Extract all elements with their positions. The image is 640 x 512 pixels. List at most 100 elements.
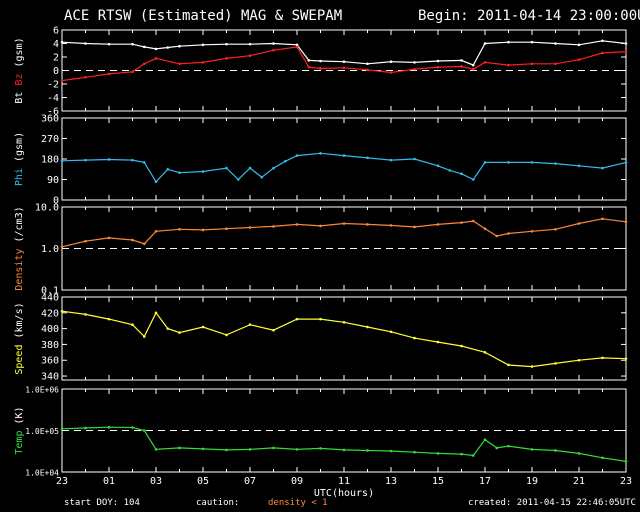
- phi-point-phi: [471, 178, 475, 181]
- mag-y-tick-label: 0: [53, 66, 59, 77]
- speed-point-speed: [154, 311, 158, 315]
- phi-point-phi: [107, 158, 111, 161]
- temp-axis-label-part: Temp: [14, 431, 25, 455]
- mag-point-bt: [307, 59, 311, 62]
- speed-point-speed: [272, 328, 275, 332]
- phi-point-phi: [448, 169, 452, 172]
- speed-point-speed: [142, 335, 146, 338]
- mag-point-bz: [142, 62, 146, 66]
- density-axis-label: Density (/cm3): [14, 206, 25, 290]
- x-tick-label: 01: [103, 476, 115, 487]
- mag-y-tick-label: -4: [47, 93, 59, 104]
- mag-point-bt: [471, 63, 475, 67]
- mag-y-tick-label: 2: [53, 53, 59, 64]
- phi-axis-label-part: Phi: [14, 168, 25, 186]
- temp-axis-label-part: (K): [14, 406, 25, 430]
- mag-point-bt: [272, 42, 275, 45]
- temp-panel: 1.0E+06 1.0E+05 1.0E+04 Temp (K): [14, 386, 628, 478]
- temp-point-temp: [201, 447, 205, 451]
- temp-point-temp: [107, 425, 111, 429]
- x-tick-label: 05: [197, 476, 209, 487]
- phi-series-phi: [61, 152, 627, 183]
- chart-title: ACE RTSW (Estimated) MAG & SWEPAM: [64, 8, 343, 24]
- phi-point-phi: [225, 166, 228, 170]
- phi-point-phi: [260, 175, 264, 179]
- density-point-density: [530, 229, 534, 233]
- density-panel: 10.0 1.0 0.1 Density (/cm3): [14, 203, 628, 297]
- mag-point-bz: [201, 61, 205, 64]
- mag-point-bt: [624, 42, 628, 45]
- phi-y-tick-label: 0: [53, 196, 59, 207]
- speed-panel: 440 420 400 380 360 340 Speed (km/s): [14, 293, 628, 383]
- mag-point-bz: [436, 65, 440, 69]
- phi-point-phi: [201, 170, 205, 173]
- phi-panel: 360 270 180 90 0 Phi (gsm): [14, 114, 628, 207]
- density-point-density: [248, 226, 252, 229]
- x-tick-label: 17: [479, 476, 491, 487]
- density-point-density: [84, 239, 87, 243]
- density-point-density: [389, 224, 393, 227]
- density-point-density: [178, 228, 181, 231]
- phi-axis-label: Phi (gsm): [14, 132, 25, 186]
- phi-point-phi: [413, 157, 416, 161]
- speed-point-speed: [436, 340, 440, 344]
- mag-y-tick-label: -2: [47, 80, 59, 91]
- speed-point-speed: [201, 325, 205, 329]
- density-point-density: [107, 236, 111, 240]
- phi-y-tick-label: 270: [41, 134, 59, 145]
- temp-point-temp: [272, 446, 275, 450]
- density-point-density: [507, 232, 510, 235]
- phi-point-phi: [483, 161, 487, 164]
- mag-point-bt: [131, 42, 134, 46]
- density-series-density: [61, 218, 627, 248]
- density-point-density: [319, 224, 322, 228]
- mag-point-bz: [84, 75, 87, 79]
- temp-point-temp: [342, 448, 346, 452]
- phi-point-phi: [248, 166, 252, 170]
- phi-point-phi: [577, 164, 581, 168]
- x-tick-label: 23: [56, 476, 68, 487]
- phi-axis-label-part: (gsm): [14, 132, 25, 168]
- density-point-density: [225, 227, 228, 230]
- speed-point-speed: [84, 313, 87, 316]
- temp-point-temp: [483, 438, 487, 442]
- x-tick-label: 15: [432, 476, 444, 487]
- temp-y-tick-label: 1.0E+06: [25, 386, 59, 395]
- speed-point-speed: [530, 365, 534, 368]
- temp-point-temp: [554, 449, 557, 452]
- temp-point-temp: [131, 426, 134, 429]
- density-point-density: [624, 220, 628, 224]
- mag-point-bz: [460, 65, 463, 68]
- density-axis-label-part: Density: [14, 249, 25, 291]
- temp-point-temp: [530, 448, 534, 451]
- mag-point-bt: [530, 40, 534, 44]
- mag-point-bz: [554, 62, 557, 66]
- density-y-tick-label: 1.0: [41, 244, 59, 255]
- mag-point-bt: [554, 42, 557, 45]
- mag-point-bt: [166, 46, 170, 49]
- mag-point-bt: [577, 43, 581, 47]
- mag-y-tick-label: 6: [53, 26, 59, 37]
- density-point-density: [495, 234, 499, 238]
- density-point-density: [577, 222, 581, 225]
- density-point-density: [436, 223, 440, 226]
- temp-point-temp: [389, 449, 393, 453]
- density-point-density: [601, 217, 604, 221]
- x-axis-label: UTC(hours): [314, 488, 374, 499]
- mag-point-bz: [530, 62, 534, 66]
- speed-axis-label-part: (km/s): [14, 302, 25, 344]
- mag-axis-label-part: Bt: [14, 92, 25, 104]
- temp-point-temp: [507, 444, 510, 448]
- x-tick-label: 21: [573, 476, 585, 487]
- mag-point-bz: [225, 57, 228, 60]
- mag-series-bz: [61, 46, 627, 82]
- x-tick-label: 13: [385, 476, 397, 487]
- x-tick-label: 11: [338, 476, 350, 487]
- density-caution-note: density < 1: [268, 498, 328, 508]
- density-point-density: [60, 245, 64, 249]
- phi-point-phi: [142, 161, 146, 164]
- speed-point-speed: [577, 358, 581, 362]
- mag-point-bt: [436, 59, 440, 63]
- speed-y-tick-label: 340: [41, 372, 59, 383]
